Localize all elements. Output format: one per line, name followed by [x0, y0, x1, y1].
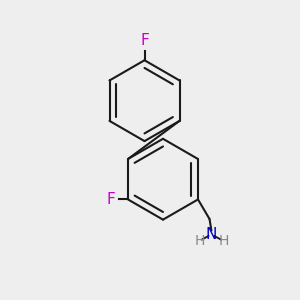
- Text: F: F: [106, 192, 115, 207]
- Text: H: H: [218, 235, 229, 248]
- Text: F: F: [140, 32, 149, 47]
- Text: H: H: [194, 235, 205, 248]
- Text: N: N: [206, 226, 217, 242]
